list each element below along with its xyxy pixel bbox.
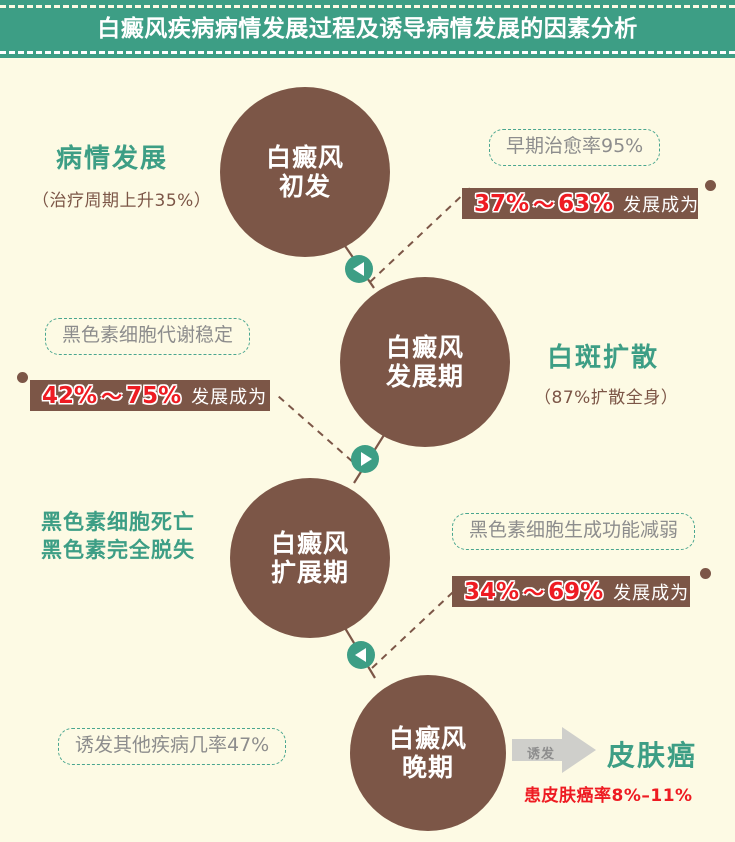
percent-banner-1-to: 63% <box>558 190 614 217</box>
percent-banner-2-tilde: ～ <box>101 384 123 409</box>
percent-banner-1-tilde: ～ <box>533 192 555 217</box>
header-bar: 白癜风疾病病情发展过程及诱导病情发展的因素分析 <box>0 0 735 58</box>
pill-note-other-disease-rate: 诱发其他疾病几率47% <box>58 728 287 765</box>
stage-3-line1: 白癜风 <box>270 528 349 558</box>
triangle-left-icon <box>352 262 364 276</box>
flow-arrow-node-3 <box>347 641 375 669</box>
pill-note-early-cure-rate: 早期治愈率95% <box>489 129 661 166</box>
stage-circle-2[interactable]: 白癜风 发展期 <box>340 277 510 447</box>
leader-dash-2 <box>277 395 363 471</box>
percent-banner-2-end-dot <box>17 372 28 383</box>
annotation-melanocyte-death-line1: 黑色素细胞死亡 <box>41 510 195 534</box>
percent-banner-3-tilde: ～ <box>523 580 545 605</box>
header-dashed-rule-top <box>0 5 735 8</box>
induce-arrow-icon <box>512 727 596 773</box>
percent-banner-2: 42% ～ 75% 发展成为 <box>30 380 270 411</box>
header-dashed-rule-bottom <box>0 51 735 54</box>
percent-banner-2-to: 75% <box>126 382 182 409</box>
percent-banner-3: 34% ～ 69% 发展成为 <box>452 576 690 607</box>
stage-3-line2: 扩展期 <box>270 558 349 587</box>
page-title: 白癜风疾病病情发展过程及诱导病情发展的因素分析 <box>97 16 638 42</box>
percent-banner-1-from: 37% <box>474 190 530 217</box>
triangle-left-icon <box>354 648 366 662</box>
annotation-progression-heading: 病情发展 <box>56 144 169 174</box>
percent-banner-3-from: 34% <box>464 578 520 605</box>
stage-1-line1: 白癜风 <box>265 142 344 172</box>
annotation-melanocyte-death-line2: 黑色素完全脱失 <box>41 538 195 563</box>
stage-4-line1: 白癜风 <box>388 723 467 753</box>
percent-banner-1: 37% ～ 63% 发展成为 <box>462 188 698 219</box>
pill-note-melanocyte-function: 黑色素细胞生成功能减弱 <box>452 513 696 550</box>
induce-arrow-label: 诱发 <box>527 747 556 762</box>
annotation-spread-sub: （87%扩散全身） <box>534 388 679 408</box>
stage-4-line2: 晚期 <box>401 753 454 782</box>
stage-circle-4[interactable]: 白癜风 晚期 <box>350 675 506 831</box>
stage-1-line2: 初发 <box>278 172 331 201</box>
percent-banner-3-suffix: 发展成为 <box>613 582 690 604</box>
percent-banner-1-suffix: 发展成为 <box>623 194 700 216</box>
flow-arrow-node-2 <box>351 445 379 473</box>
percent-banner-2-from: 42% <box>42 382 98 409</box>
stage-2-line2: 发展期 <box>385 362 464 391</box>
stage-2-line1: 白癜风 <box>385 332 464 362</box>
pill-note-melanocyte-metabolism: 黑色素细胞代谢稳定 <box>45 318 251 355</box>
annotation-spread-heading: 白斑扩散 <box>547 343 660 373</box>
leader-dash-1 <box>369 187 471 283</box>
percent-banner-1-end-dot <box>705 180 716 191</box>
annotation-melanocyte-death: 黑色素细胞死亡 黑色素完全脱失 <box>41 508 195 565</box>
percent-banner-3-to: 69% <box>548 578 604 605</box>
stage-circle-1[interactable]: 白癜风 初发 <box>220 87 390 257</box>
flow-arrow-node-1 <box>345 255 373 283</box>
percent-banner-2-suffix: 发展成为 <box>191 386 268 408</box>
outcome-skin-cancer-label: 皮肤癌 <box>607 739 698 772</box>
stage-circle-3[interactable]: 白癜风 扩展期 <box>230 478 390 638</box>
annotation-progression-sub: （治疗周期上升35%） <box>32 191 212 211</box>
percent-banner-3-end-dot <box>700 568 711 579</box>
triangle-right-icon <box>360 452 372 466</box>
outcome-skin-cancer-rate: 患皮肤癌率8%–11% <box>524 786 693 806</box>
